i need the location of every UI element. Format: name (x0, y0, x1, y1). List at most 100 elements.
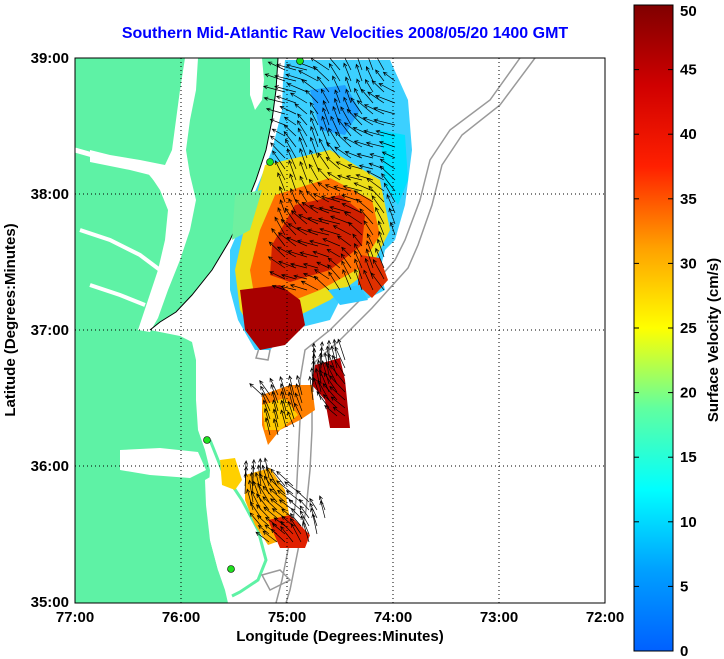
velocity-arrow (309, 101, 319, 115)
velocity-arrow (271, 391, 279, 412)
velocity-arrow (378, 140, 396, 148)
velocity-arrow (326, 172, 341, 181)
velocity-arrow (373, 106, 396, 115)
velocity-arrow (329, 385, 346, 401)
velocity-arrow (352, 126, 374, 137)
velocity-arrow (371, 195, 385, 214)
velocity-arrow (280, 285, 297, 291)
velocity-arrow (285, 63, 308, 71)
velocity-arrow (326, 339, 332, 361)
velocity-arrow (249, 501, 262, 519)
velocity-arrow (324, 405, 338, 417)
plot-area (75, 58, 605, 603)
velocity-arrow (262, 530, 278, 543)
colorbar-tick-label: 10 (680, 514, 697, 531)
velocity-arrow (334, 346, 346, 369)
velocity-arrow (310, 117, 319, 137)
velocity-arrow (257, 482, 270, 503)
velocity-arrow (280, 218, 297, 236)
velocity-arrow (322, 107, 330, 126)
velocity-arrow (249, 471, 254, 495)
velocity-arrow (382, 71, 396, 82)
velocity-arrow (327, 264, 341, 280)
velocity-arrow (278, 185, 286, 203)
velocity-arrow (320, 88, 330, 104)
velocity-arrow (257, 525, 270, 535)
velocity-arrow (375, 69, 385, 82)
velocity-arrow (340, 106, 352, 126)
velocity-arrow (366, 170, 385, 181)
velocity-arrow (286, 83, 308, 93)
velocity-arrow (300, 280, 319, 291)
radar-site-marker (296, 58, 304, 65)
velocity-arrow (329, 205, 352, 214)
velocity-arrows (243, 58, 396, 543)
velocity-arrow (279, 382, 287, 404)
velocity-arrow (366, 177, 385, 192)
velocity-arrow (345, 88, 352, 104)
velocity-arrow (319, 346, 324, 369)
velocity-arrow (307, 228, 330, 236)
velocity-arrow (373, 118, 396, 126)
velocity-arrow (274, 216, 286, 236)
velocity-arrow (307, 216, 330, 225)
velocity-arrow (333, 97, 341, 115)
velocity-arrow (343, 96, 352, 115)
velocity-arrow (287, 400, 295, 420)
velocity-arrow (353, 113, 374, 126)
velocity-arrow (354, 258, 363, 280)
colorbar-tick-label: 15 (680, 449, 697, 466)
velocity-arrow (267, 61, 286, 71)
velocity-arrow (286, 148, 297, 170)
x-tick-label: 76:00 (162, 609, 200, 626)
velocity-arrow (381, 151, 396, 159)
velocity-arrow (308, 163, 319, 181)
velocity-arrow (309, 205, 330, 214)
velocity-arrow (344, 150, 363, 159)
velocity-arrow (368, 185, 385, 203)
velocity-arrow (343, 62, 352, 82)
velocity-arrow (308, 178, 319, 192)
velocity-arrow (354, 242, 363, 258)
radar-sites (203, 58, 304, 573)
x-tick-label: 74:00 (374, 609, 412, 626)
velocity-arrow (323, 372, 338, 393)
velocity-arrow (345, 175, 363, 181)
velocity-arrow (314, 367, 322, 393)
velocity-arrow (357, 58, 363, 71)
velocity-arrow (388, 207, 396, 225)
velocity-arrow (256, 493, 270, 511)
velocity-arrow (347, 164, 363, 170)
velocity-arrow (309, 136, 319, 159)
velocity-arrow (333, 185, 352, 192)
velocity-arrow (332, 406, 346, 417)
velocity-arrow (290, 517, 302, 535)
velocity-arrow (249, 512, 262, 527)
velocity-arrow (271, 523, 286, 535)
velocity-arrow (309, 497, 318, 511)
velocity-arrow (297, 119, 308, 137)
velocity-arrow (261, 464, 270, 487)
velocity-arrow (365, 248, 374, 269)
colorbar-gradient (633, 4, 674, 652)
velocity-arrow (371, 80, 385, 93)
y-tick-label: 36:00 (31, 458, 69, 475)
velocity-arrow (342, 269, 352, 291)
velocity-arrow (264, 417, 271, 436)
velocity-arrow (267, 256, 286, 269)
velocity-arrow (344, 58, 352, 71)
velocity-field (220, 60, 412, 548)
colorbar-label: Surface Velocity (cm/s) (705, 258, 722, 422)
velocity-arrow (316, 76, 330, 93)
velocity-arrow (275, 95, 297, 104)
velocity-arrow (265, 107, 286, 115)
velocity-arrow (299, 251, 319, 258)
velocity-arrow (316, 261, 330, 269)
y-tick-label: 37:00 (31, 322, 69, 339)
velocity-arrow (305, 89, 319, 104)
velocity-arrow (269, 271, 286, 280)
velocity-arrow (299, 160, 308, 181)
velocity-arrow (277, 232, 297, 247)
velocity-arrow (322, 383, 338, 401)
